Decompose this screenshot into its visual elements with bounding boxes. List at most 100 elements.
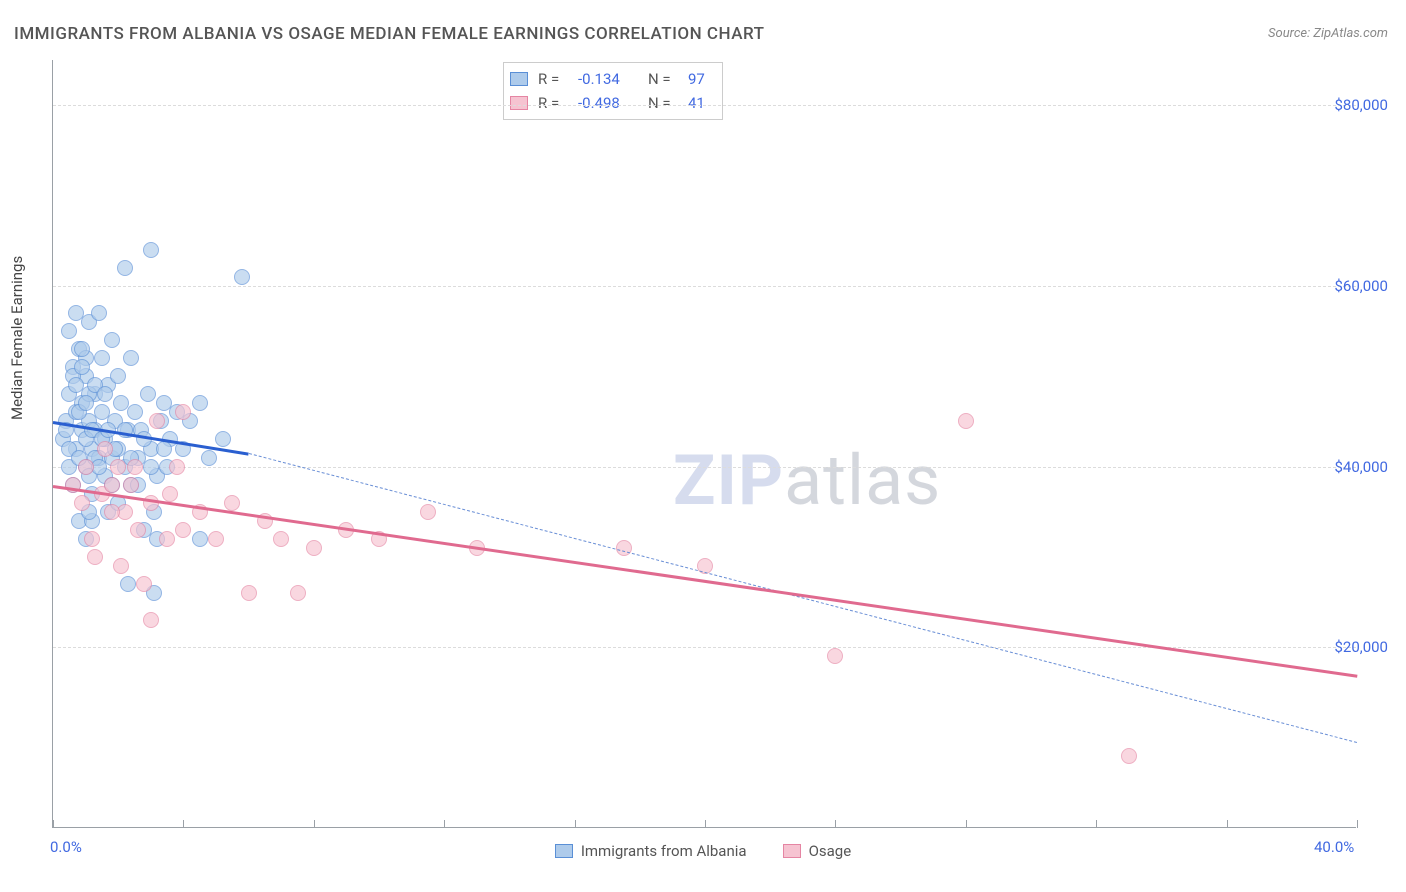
- gridline: [53, 467, 1356, 468]
- x-tick: [183, 820, 184, 828]
- legend-swatch: [510, 96, 528, 110]
- scatter-point-albania: [68, 305, 84, 321]
- scatter-point-osage: [78, 459, 94, 475]
- scatter-point-albania: [94, 350, 110, 366]
- scatter-point-albania: [215, 431, 231, 447]
- scatter-point-osage: [175, 522, 191, 538]
- legend-r-value: -0.498: [578, 91, 638, 115]
- scatter-point-osage: [104, 504, 120, 520]
- legend-bottom-label: Immigrants from Albania: [581, 842, 747, 860]
- scatter-point-osage: [104, 477, 120, 493]
- scatter-point-osage: [290, 585, 306, 601]
- scatter-point-albania: [123, 350, 139, 366]
- scatter-point-osage: [827, 648, 843, 664]
- legend-bottom-item: Immigrants from Albania: [555, 842, 747, 860]
- scatter-point-osage: [162, 486, 178, 502]
- source-text: Source: ZipAtlas.com: [1268, 26, 1388, 41]
- legend-swatch: [510, 72, 528, 86]
- scatter-point-osage: [306, 540, 322, 556]
- legend-r-label: R =: [538, 67, 568, 91]
- scatter-point-albania: [143, 459, 159, 475]
- x-tick: [575, 820, 576, 828]
- legend-bottom: Immigrants from Albania Osage: [0, 842, 1406, 862]
- scatter-point-osage: [420, 504, 436, 520]
- scatter-point-osage: [958, 413, 974, 429]
- scatter-point-osage: [616, 540, 632, 556]
- legend-swatch: [783, 844, 801, 858]
- legend-bottom-label: Osage: [809, 842, 852, 860]
- x-tick: [444, 820, 445, 828]
- scatter-point-osage: [136, 576, 152, 592]
- gridline: [53, 286, 1356, 287]
- scatter-point-osage: [110, 459, 126, 475]
- y-tick-label: $40,000: [1334, 458, 1388, 476]
- scatter-point-osage: [169, 459, 185, 475]
- scatter-point-osage: [208, 531, 224, 547]
- legend-swatch: [555, 844, 573, 858]
- trend-line-albania-dash: [248, 453, 1357, 743]
- scatter-point-albania: [117, 260, 133, 276]
- watermark: ZIPatlas: [673, 440, 941, 522]
- y-tick-label: $60,000: [1334, 277, 1388, 295]
- legend-r-label: R =: [538, 91, 568, 115]
- y-tick-label: $20,000: [1334, 638, 1388, 656]
- trend-line-osage-solid: [53, 485, 1357, 678]
- legend-top-row: R = -0.498 N = 41: [510, 91, 716, 115]
- scatter-point-albania: [120, 576, 136, 592]
- scatter-point-osage: [130, 522, 146, 538]
- legend-bottom-item: Osage: [783, 842, 852, 860]
- scatter-point-albania: [143, 242, 159, 258]
- scatter-point-osage: [127, 459, 143, 475]
- chart-title: IMMIGRANTS FROM ALBANIA VS OSAGE MEDIAN …: [14, 24, 764, 44]
- x-tick: [705, 820, 706, 828]
- scatter-point-osage: [74, 495, 90, 511]
- scatter-point-albania: [61, 323, 77, 339]
- scatter-point-albania: [110, 368, 126, 384]
- scatter-point-albania: [201, 450, 217, 466]
- scatter-point-albania: [74, 359, 90, 375]
- x-tick: [1227, 820, 1228, 828]
- scatter-point-osage: [175, 404, 191, 420]
- scatter-point-albania: [97, 386, 113, 402]
- plot-area: ZIPatlas R = -0.134 N = 97 R = -0.498 N = 41: [52, 60, 1356, 828]
- x-tick: [1096, 820, 1097, 828]
- scatter-point-osage: [1121, 748, 1137, 764]
- scatter-point-osage: [149, 413, 165, 429]
- scatter-point-albania: [78, 395, 94, 411]
- x-tick: [1357, 820, 1358, 828]
- x-tick: [966, 820, 967, 828]
- legend-n-label: N =: [648, 67, 678, 91]
- scatter-point-albania: [192, 531, 208, 547]
- scatter-point-osage: [224, 495, 240, 511]
- scatter-point-osage: [84, 531, 100, 547]
- scatter-point-albania: [104, 332, 120, 348]
- watermark-atlas: atlas: [784, 440, 941, 522]
- scatter-point-osage: [97, 441, 113, 457]
- scatter-point-osage: [241, 585, 257, 601]
- scatter-point-albania: [192, 395, 208, 411]
- x-tick: [835, 820, 836, 828]
- legend-n-value: 41: [688, 91, 716, 115]
- scatter-point-osage: [113, 558, 129, 574]
- y-axis-label: Median Female Earnings: [8, 256, 26, 420]
- gridline: [53, 105, 1356, 106]
- legend-top-row: R = -0.134 N = 97: [510, 67, 716, 91]
- scatter-point-osage: [273, 531, 289, 547]
- watermark-zip: ZIP: [673, 440, 784, 522]
- scatter-point-osage: [159, 531, 175, 547]
- legend-top: R = -0.134 N = 97 R = -0.498 N = 41: [503, 62, 723, 120]
- legend-r-value: -0.134: [578, 67, 638, 91]
- x-tick: [314, 820, 315, 828]
- scatter-point-albania: [91, 305, 107, 321]
- scatter-point-albania: [234, 269, 250, 285]
- legend-n-label: N =: [648, 91, 678, 115]
- y-tick-label: $80,000: [1334, 96, 1388, 114]
- scatter-point-osage: [87, 549, 103, 565]
- legend-n-value: 97: [688, 67, 716, 91]
- scatter-point-osage: [123, 477, 139, 493]
- scatter-point-albania: [74, 341, 90, 357]
- scatter-point-albania: [68, 377, 84, 393]
- scatter-point-osage: [143, 612, 159, 628]
- x-tick: [53, 820, 54, 828]
- x-tick-label-min: 0.0%: [50, 838, 82, 856]
